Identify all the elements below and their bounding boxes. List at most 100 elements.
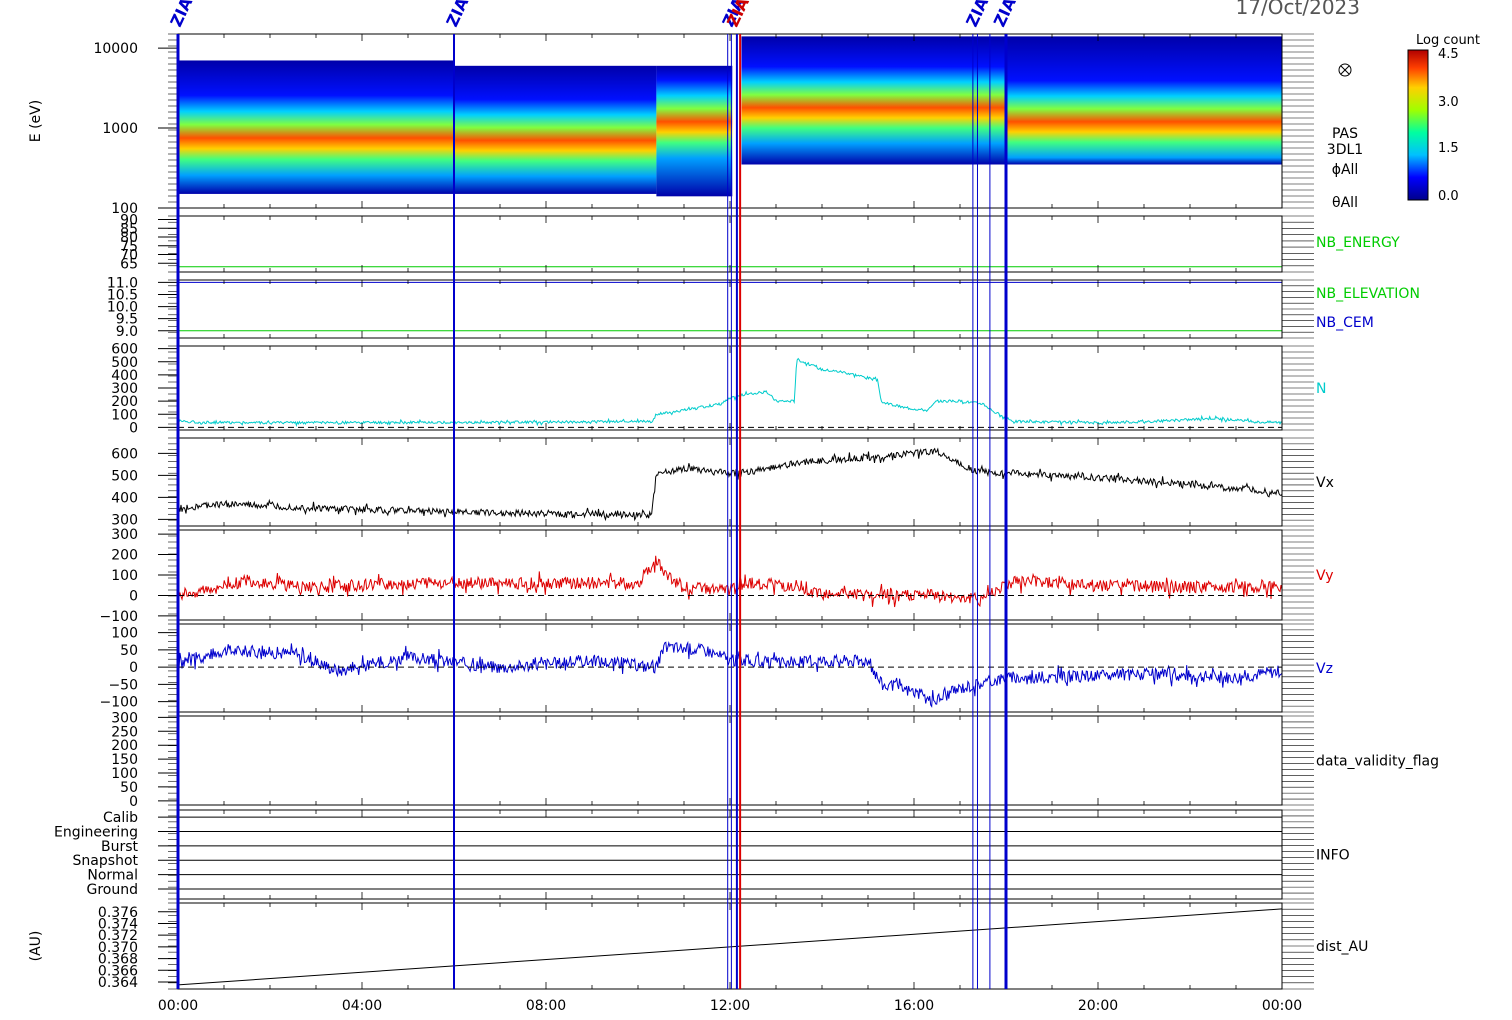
right-label: θAll — [1332, 195, 1358, 211]
y-tick-label: 500 — [111, 355, 138, 371]
y-tick-label: 9.0 — [116, 324, 138, 340]
colorbar-tick: 3.0 — [1438, 95, 1459, 110]
right-label: NB_CEM — [1316, 315, 1374, 331]
panel-frame — [177, 902, 1283, 990]
right-label: INFO — [1316, 848, 1350, 864]
y-tick-label: 0 — [129, 794, 138, 810]
right-label: Vy — [1316, 568, 1334, 584]
y-tick-label: 300 — [111, 710, 138, 726]
energy-spectrogram — [178, 36, 1282, 197]
y-tick-label: Ground — [87, 882, 139, 898]
panel-frame — [177, 215, 1283, 273]
right-label: data_validity_flag — [1316, 754, 1439, 770]
y-tick-label: 0.370 — [98, 940, 138, 956]
colorbar: Log count 4.5 3.0 1.5 0.0 — [1407, 33, 1480, 204]
y-tick-label: 0 — [129, 660, 138, 676]
y-tick-label: 300 — [111, 512, 138, 528]
y-tick-label: 300 — [111, 381, 138, 397]
y-tick-label: Snapshot — [73, 853, 139, 869]
y-tick-label: 50 — [120, 780, 138, 796]
y-tick-label: 50 — [120, 643, 138, 659]
spectrogram-segment — [1006, 36, 1282, 165]
y-tick-label: 65 — [120, 256, 138, 272]
y-tick-label: 0 — [129, 588, 138, 604]
y-tick-label: 100 — [111, 407, 138, 423]
y-tick-label: 1000 — [102, 121, 138, 137]
y-tick-label: 100 — [111, 626, 138, 642]
x-tick-label: 08:00 — [526, 998, 566, 1014]
y-axis-title: E (eV) — [28, 100, 44, 142]
y-tick-label: 100 — [111, 201, 138, 217]
panel-frame — [177, 715, 1283, 806]
panel-frame — [177, 345, 1283, 431]
event-label: ZIAS — [442, 0, 477, 30]
y-tick-label: 0.366 — [98, 963, 138, 979]
y-tick-label: 100 — [111, 766, 138, 782]
y-tick-label: 250 — [111, 724, 138, 740]
y-tick-label: 600 — [111, 446, 138, 462]
x-tick-label: 12:00 — [710, 998, 750, 1014]
right-label: NB_ENERGY — [1316, 235, 1400, 251]
y-tick-label: Calib — [103, 810, 138, 826]
x-tick-label: 00:00 — [1262, 998, 1302, 1014]
event-label: ZIAS — [962, 0, 997, 30]
panel-frame — [177, 809, 1283, 900]
spectrogram-segment — [656, 65, 733, 197]
spectrogram-segment — [178, 60, 454, 194]
direction-symbol-icon — [1338, 63, 1352, 77]
right-label: Vx — [1316, 475, 1334, 491]
y-tick-label: 100 — [111, 568, 138, 584]
date-label: 17/Oct/2023 — [1236, 0, 1360, 19]
y-tick-label: 200 — [111, 738, 138, 754]
y-tick-label: 500 — [111, 468, 138, 484]
right-label: 3DL1 — [1327, 142, 1363, 158]
y-tick-label: 200 — [111, 394, 138, 410]
x-tick-label: 00:00 — [158, 998, 198, 1014]
series-vx — [177, 447, 1283, 522]
y-tick-label: 10.0 — [107, 300, 138, 316]
right-label: dist_AU — [1316, 939, 1368, 955]
y-tick-label: 80 — [120, 230, 138, 246]
event-markers — [176, 34, 1008, 989]
data-series — [177, 266, 1283, 986]
colorbar-tick: 4.5 — [1438, 47, 1459, 62]
y-tick-label: −50 — [108, 677, 138, 693]
y-tick-label: 0.374 — [98, 916, 138, 932]
panel-frame — [177, 623, 1283, 713]
x-tick-label: 16:00 — [894, 998, 934, 1014]
right-label: NB_ELEVATION — [1316, 286, 1420, 302]
y-tick-label: 90 — [120, 213, 138, 229]
colorbar-gradient — [1407, 49, 1429, 201]
y-tick-label: 9.5 — [116, 312, 138, 328]
y-tick-label: 0.372 — [98, 928, 138, 944]
y-tick-label: 70 — [120, 248, 138, 264]
spectrogram-segment — [454, 65, 657, 194]
y-tick-label: 75 — [120, 239, 138, 255]
y-tick-label: 10000 — [93, 41, 138, 57]
panel-frame — [177, 279, 1283, 339]
y-tick-label: 0.364 — [98, 975, 138, 991]
x-tick-label: 20:00 — [1078, 998, 1118, 1014]
y-tick-label: 400 — [111, 368, 138, 384]
y-tick-label: 11.0 — [107, 275, 138, 291]
y-tick-label: −100 — [100, 609, 138, 625]
panel-frame — [177, 529, 1283, 621]
right-label: PAS — [1332, 126, 1358, 142]
y-tick-label: 400 — [111, 490, 138, 506]
y-tick-label: Normal — [87, 868, 138, 884]
colorbar-title: Log count — [1416, 33, 1480, 48]
y-tick-label: 85 — [120, 221, 138, 237]
y-tick-label: Engineering — [54, 825, 138, 841]
y-tick-label: 300 — [111, 527, 138, 543]
colorbar-tick: 0.0 — [1438, 189, 1459, 204]
right-label: N — [1316, 381, 1326, 397]
y-axis-title: (AU) — [28, 931, 44, 962]
series-vy — [177, 555, 1283, 608]
series-vz — [177, 640, 1283, 708]
y-tick-label: Burst — [101, 839, 139, 855]
colorbar-tick: 1.5 — [1438, 141, 1459, 156]
event-label: ZIAS — [166, 0, 201, 30]
y-tick-label: 600 — [111, 342, 138, 358]
event-label: ZIAS — [990, 0, 1025, 30]
